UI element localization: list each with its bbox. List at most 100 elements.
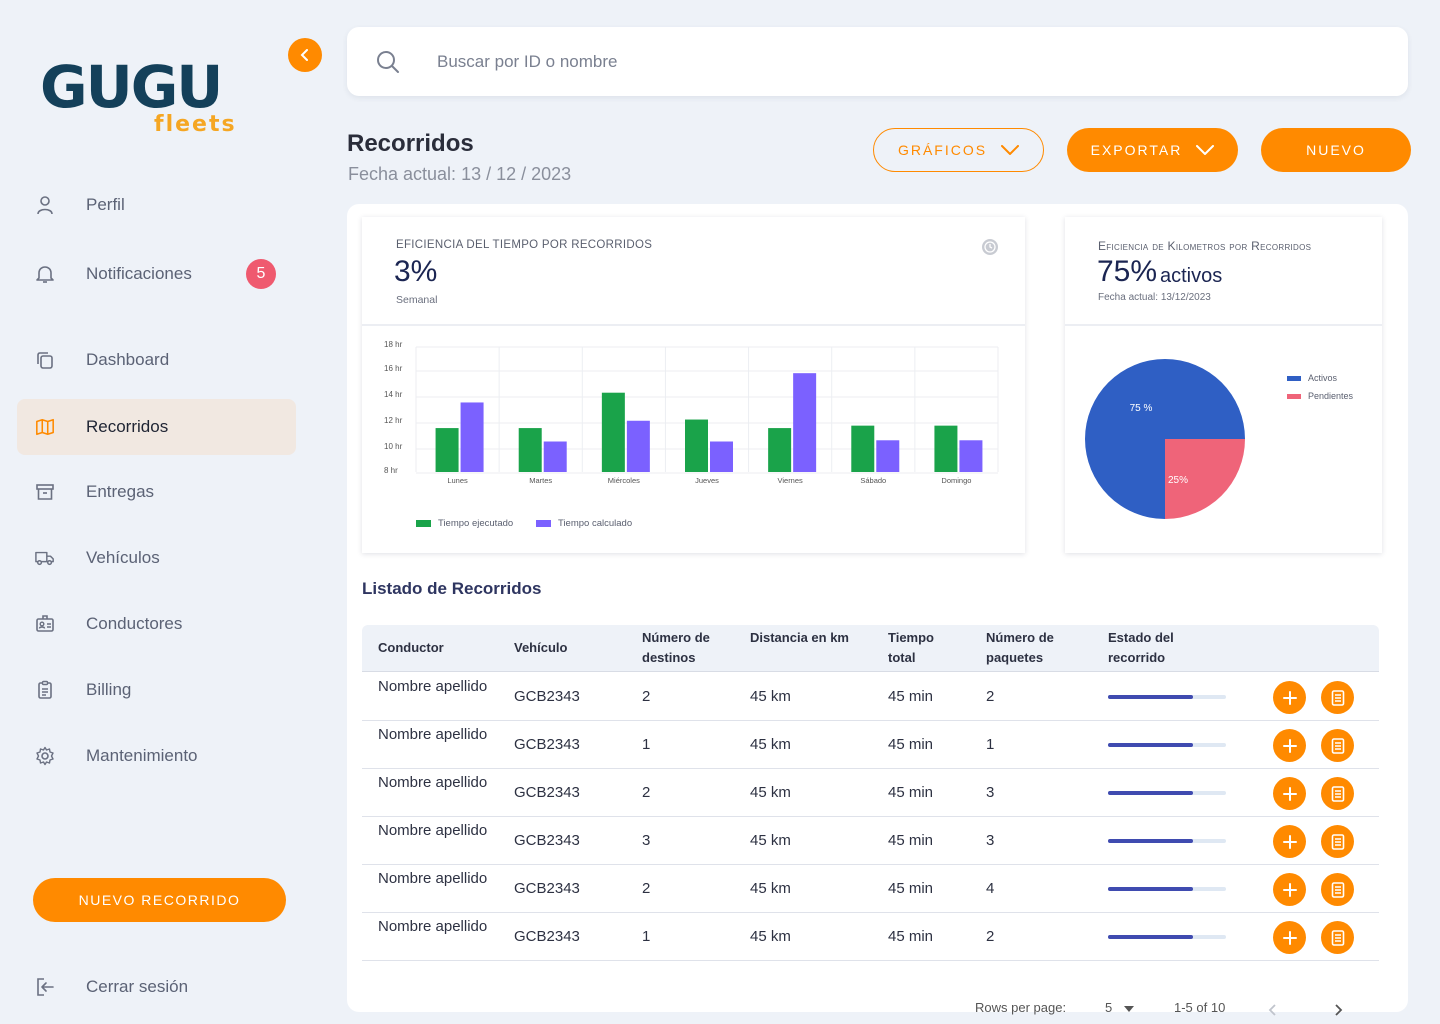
legend-label: Activos <box>1308 373 1338 383</box>
x-tick-label: Miércoles <box>608 476 640 485</box>
details-button[interactable] <box>1321 777 1354 810</box>
sidebar: GUGU fleets Perfil Notificaciones 5 Dash… <box>0 0 330 1024</box>
y-tick-label: 12 hr <box>384 416 403 425</box>
km-card-date: Fecha actual: 13/12/2023 <box>1098 292 1211 303</box>
export-dropdown-button[interactable]: EXPORTAR <box>1067 128 1238 172</box>
add-button[interactable] <box>1273 681 1306 714</box>
add-button[interactable] <box>1273 777 1306 810</box>
x-tick-label: Viernes <box>777 476 803 485</box>
km-pie-chart: 75 % 25% <box>1085 359 1245 519</box>
add-button[interactable] <box>1273 825 1306 858</box>
caret-down-icon[interactable] <box>1124 1006 1134 1012</box>
bar-executed <box>851 425 875 472</box>
bar-calculated <box>626 420 650 472</box>
cell-vehicle: GCB2343 <box>514 832 580 849</box>
cell-total-time: 45 min <box>888 784 934 801</box>
time-efficiency-card: EFICIENCIA DEL TIEMPO POR RECORRIDOS 3% … <box>362 217 1025 553</box>
graphs-dropdown-button[interactable]: GRÁFICOS <box>873 128 1044 172</box>
new-route-button[interactable]: NUEVO RECORRIDO <box>33 878 286 922</box>
sidebar-item-mantenimiento[interactable]: Mantenimiento <box>17 728 296 784</box>
km-card-title: Eficiencia de Kilometros por Recorridos <box>1098 239 1312 253</box>
bar-executed <box>934 425 958 472</box>
cell-vehicle: GCB2343 <box>514 688 580 705</box>
rows-per-page-label: Rows per page: <box>975 1000 1067 1015</box>
cell-destinations: 2 <box>642 880 651 897</box>
search-input[interactable] <box>437 47 1337 77</box>
current-date: Fecha actual: 13 / 12 / 2023 <box>348 164 572 184</box>
sidebar-item-label: Mantenimiento <box>86 746 198 765</box>
sidebar-item-label: Entregas <box>86 482 155 501</box>
legend-swatch <box>1287 375 1301 381</box>
y-tick-label: 14 hr <box>384 390 403 399</box>
route-progress-bar <box>1108 935 1226 939</box>
card-divider <box>362 324 1025 326</box>
logout-button[interactable]: Cerrar sesión <box>17 959 296 1015</box>
sidebar-item-recorridos[interactable]: Recorridos <box>17 399 296 455</box>
add-button[interactable] <box>1273 729 1306 762</box>
sidebar-item-label: Recorridos <box>86 417 169 436</box>
details-button[interactable] <box>1321 921 1354 954</box>
clipboard-icon <box>35 680 55 700</box>
sidebar-item-label: Notificaciones <box>86 264 192 283</box>
chevron-left-icon <box>300 49 308 61</box>
y-tick-label: 10 hr <box>384 442 403 451</box>
add-button[interactable] <box>1273 921 1306 954</box>
sidebar-item-dashboard[interactable]: Dashboard <box>17 332 296 388</box>
legend-item-calculated: Tiempo calculado <box>536 518 632 529</box>
table-row: Nombre apellido GCB2343 3 45 km 45 min 3 <box>362 817 1379 865</box>
details-button[interactable] <box>1321 729 1354 762</box>
sidebar-item-label: Conductores <box>86 614 183 633</box>
sidebar-item-conductores[interactable]: Conductores <box>17 596 296 652</box>
cell-driver: Nombre apellido <box>378 870 488 887</box>
details-button[interactable] <box>1321 873 1354 906</box>
gear-icon <box>35 746 55 766</box>
collapse-sidebar-button[interactable] <box>288 38 322 72</box>
route-progress-fill <box>1108 839 1193 843</box>
chevron-down-icon <box>1001 145 1020 155</box>
sidebar-item-label: Perfil <box>86 195 125 214</box>
header-distance: Distancia en km <box>750 630 849 645</box>
route-progress-fill <box>1108 743 1193 747</box>
rows-per-page-select[interactable]: 5 <box>1105 1000 1113 1015</box>
details-button[interactable] <box>1321 681 1354 714</box>
search-icon <box>377 51 399 73</box>
archive-icon <box>35 482 55 502</box>
cell-total-time: 45 min <box>888 880 934 897</box>
card-divider <box>1065 324 1382 326</box>
route-progress-fill <box>1108 791 1193 795</box>
x-tick-label: Sábado <box>860 476 886 485</box>
sidebar-item-vehiculos[interactable]: Vehículos <box>17 530 296 586</box>
next-page-icon[interactable] <box>1335 1004 1343 1016</box>
user-icon <box>35 195 55 215</box>
logo-main-text: GUGU <box>40 53 223 121</box>
new-button[interactable]: NUEVO <box>1261 128 1411 172</box>
header-driver: Conductor <box>378 640 444 655</box>
plus-icon <box>1282 930 1297 945</box>
details-button[interactable] <box>1321 825 1354 858</box>
sidebar-item-billing[interactable]: Billing <box>17 662 296 718</box>
route-progress-bar <box>1108 695 1226 699</box>
cell-distance: 45 km <box>750 736 791 753</box>
clock-icon[interactable] <box>981 238 999 256</box>
document-icon <box>1331 881 1344 898</box>
legend-swatch <box>536 520 551 527</box>
cell-packages: 2 <box>986 928 995 945</box>
notification-count-badge: 5 <box>246 259 276 289</box>
cell-vehicle: GCB2343 <box>514 784 580 801</box>
document-icon <box>1331 833 1344 850</box>
cell-destinations: 2 <box>642 688 651 705</box>
pie-slice-label: 25% <box>1168 475 1188 486</box>
previous-page-icon[interactable] <box>1268 1004 1276 1016</box>
route-progress-fill <box>1108 695 1193 699</box>
cell-distance: 45 km <box>750 784 791 801</box>
sidebar-item-notificaciones[interactable]: Notificaciones 5 <box>17 246 296 302</box>
add-button[interactable] <box>1273 873 1306 906</box>
page-title: Recorridos <box>347 130 474 157</box>
cell-packages: 3 <box>986 832 995 849</box>
sidebar-item-entregas[interactable]: Entregas <box>17 464 296 520</box>
cell-packages: 2 <box>986 688 995 705</box>
legend-label: Tiempo ejecutado <box>438 518 514 529</box>
export-label: EXPORTAR <box>1090 142 1183 158</box>
bar-calculated <box>793 373 817 472</box>
sidebar-item-perfil[interactable]: Perfil <box>17 177 296 233</box>
